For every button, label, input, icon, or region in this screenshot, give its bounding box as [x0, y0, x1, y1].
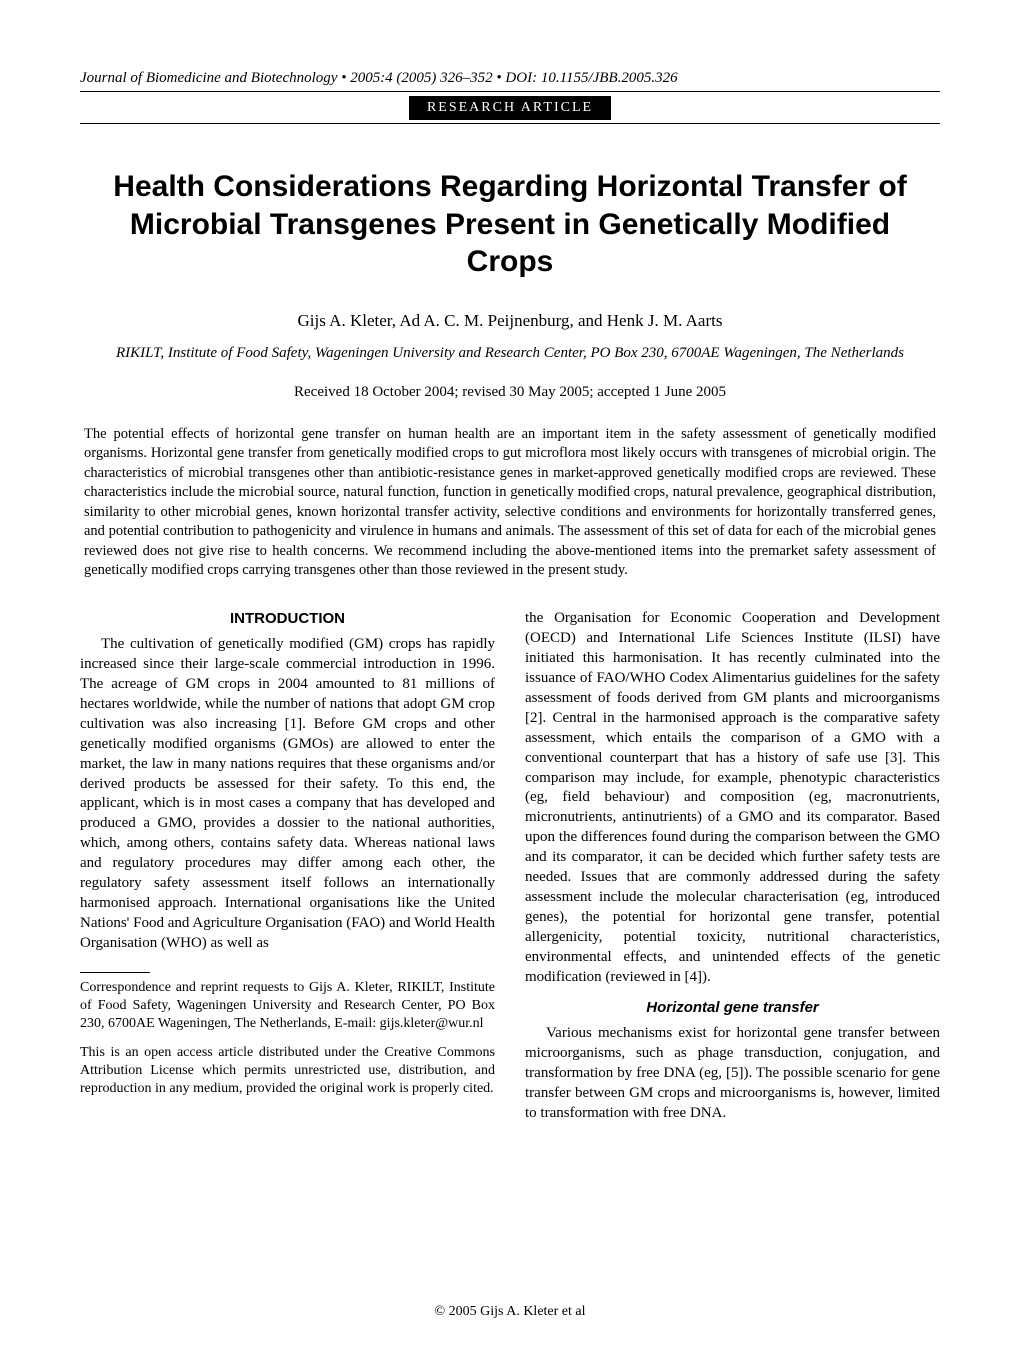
- dates-line: Received 18 October 2004; revised 30 May…: [80, 384, 940, 401]
- two-column-body: INTRODUCTION The cultivation of genetica…: [80, 609, 940, 1123]
- header-rule-bottom: [80, 123, 940, 124]
- left-column: INTRODUCTION The cultivation of genetica…: [80, 609, 495, 1123]
- continuation-paragraph: the Organisation for Economic Cooperatio…: [525, 609, 940, 988]
- article-title: Health Considerations Regarding Horizont…: [90, 168, 930, 281]
- page: Journal of Biomedicine and Biotechnology…: [0, 0, 1020, 1346]
- hgt-paragraph: Various mechanisms exist for horizontal …: [525, 1024, 940, 1124]
- affiliation-line: RIKILT, Institute of Food Safety, Wageni…: [80, 345, 940, 362]
- copyright-line: © 2005 Gijs A. Kleter et al: [0, 1304, 1020, 1320]
- intro-heading: INTRODUCTION: [80, 609, 495, 629]
- subsection-heading: Horizontal gene transfer: [525, 998, 940, 1018]
- article-type-badge: RESEARCH ARTICLE: [409, 96, 611, 120]
- right-column: the Organisation for Economic Cooperatio…: [525, 609, 940, 1123]
- intro-paragraph: The cultivation of genetically modified …: [80, 635, 495, 954]
- header-rule-top: [80, 91, 940, 92]
- authors-line: Gijs A. Kleter, Ad A. C. M. Peijnenburg,…: [80, 311, 940, 331]
- correspondence-footnote: Correspondence and reprint requests to G…: [80, 979, 495, 1034]
- license-footnote: This is an open access article distribut…: [80, 1044, 495, 1099]
- journal-header: Journal of Biomedicine and Biotechnology…: [80, 70, 940, 87]
- footnote-rule: [80, 972, 150, 973]
- badge-container: RESEARCH ARTICLE: [80, 96, 940, 120]
- abstract-text: The potential effects of horizontal gene…: [84, 425, 936, 582]
